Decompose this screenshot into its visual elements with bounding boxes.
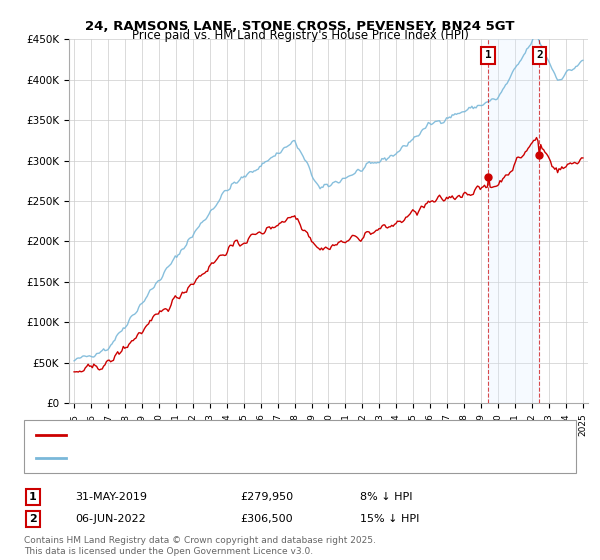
Text: 06-JUN-2022: 06-JUN-2022 [75, 514, 146, 524]
Text: 31-MAY-2019: 31-MAY-2019 [75, 492, 147, 502]
Text: 8% ↓ HPI: 8% ↓ HPI [360, 492, 413, 502]
Text: Contains HM Land Registry data © Crown copyright and database right 2025.
This d: Contains HM Land Registry data © Crown c… [24, 536, 376, 556]
Text: £306,500: £306,500 [240, 514, 293, 524]
Text: Price paid vs. HM Land Registry's House Price Index (HPI): Price paid vs. HM Land Registry's House … [131, 29, 469, 42]
Text: 2: 2 [29, 514, 37, 524]
Text: 1: 1 [485, 50, 491, 60]
Text: 1: 1 [29, 492, 37, 502]
Text: 24, RAMSONS LANE, STONE CROSS, PEVENSEY, BN24 5GT: 24, RAMSONS LANE, STONE CROSS, PEVENSEY,… [85, 20, 515, 32]
Text: 2: 2 [536, 50, 542, 60]
Text: £279,950: £279,950 [240, 492, 293, 502]
Text: 24, RAMSONS LANE, STONE CROSS, PEVENSEY, BN24 5GT (semi-detached house): 24, RAMSONS LANE, STONE CROSS, PEVENSEY,… [72, 430, 498, 440]
Bar [488, 39, 539, 403]
Text: 15% ↓ HPI: 15% ↓ HPI [360, 514, 419, 524]
Text: HPI: Average price, semi-detached house,  Wealden: HPI: Average price, semi-detached house,… [72, 453, 342, 463]
